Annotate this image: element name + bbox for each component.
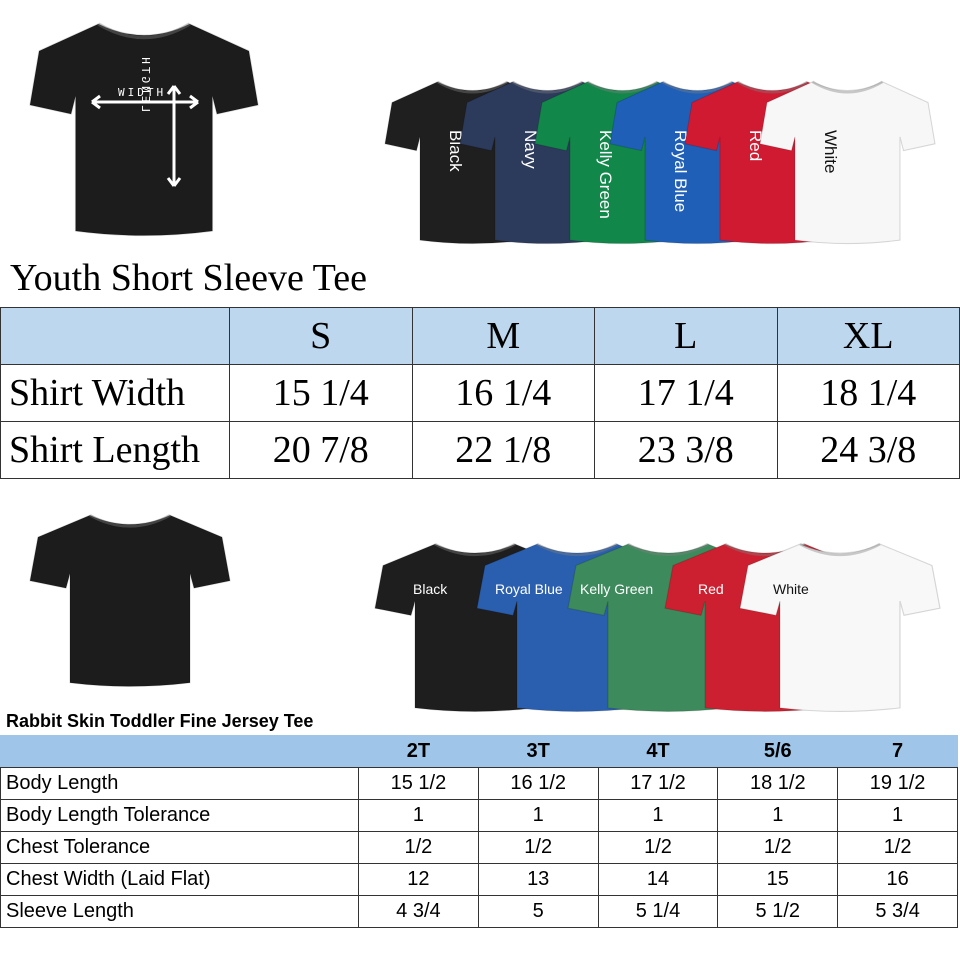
table-row: Chest Tolerance 1/2 1/2 1/2 1/2 1/2 <box>0 831 958 864</box>
table-row: Body Length 15 1/2 16 1/2 17 1/2 18 1/2 19 1/… <box>0 767 958 800</box>
table-cell: 1 <box>597 799 719 832</box>
size-header: XL <box>776 307 960 365</box>
table-cell: 16 1/2 <box>477 767 599 800</box>
size-header: M <box>411 307 595 365</box>
table-cell: 1 <box>477 799 599 832</box>
table-cell: 17 1/2 <box>597 767 719 800</box>
size-header: 5/6 <box>717 735 839 768</box>
color-label: Black <box>413 581 448 597</box>
youth-size-table: S M L XL Shirt Width 15 1/4 16 1/4 17 1/4 18 1/4… <box>0 307 960 479</box>
table-cell: 18 1/4 <box>776 364 960 422</box>
width-label: WIDTH <box>118 86 167 99</box>
toddler-table-title: Rabbit Skin Toddler Fine Jersey Tee <box>6 711 314 731</box>
size-header: L <box>594 307 778 365</box>
table-header-row: 2T 3T 4T 5/6 7 <box>0 735 958 768</box>
color-label: Red <box>698 581 724 597</box>
color-label: White <box>821 130 840 174</box>
table-cell: 23 3/8 <box>594 421 778 479</box>
table-row: Shirt Width 15 1/4 16 1/4 17 1/4 18 1/4 <box>0 364 960 422</box>
table-cell: 15 1/4 <box>229 364 413 422</box>
measurement-shirt-icon <box>29 22 259 237</box>
size-header: 2T <box>358 735 479 768</box>
table-cell: 1/2 <box>717 831 839 864</box>
table-cell: 5 1/2 <box>717 895 839 928</box>
table-row: Chest Width (Laid Flat) 12 13 14 15 16 <box>0 863 958 896</box>
size-header: 3T <box>477 735 599 768</box>
color-label: Royal Blue <box>495 581 563 597</box>
header-empty-cell <box>0 735 359 768</box>
table-cell: 1 <box>717 799 839 832</box>
color-shirt-white <box>739 542 941 712</box>
table-cell: 16 <box>837 863 958 896</box>
table-cell: 22 1/8 <box>411 421 595 479</box>
table-header-row: S M L XL <box>0 307 960 365</box>
table-cell: 4 3/4 <box>358 895 479 928</box>
color-label: Kelly Green <box>580 581 654 597</box>
table-cell: 5 <box>477 895 599 928</box>
table-cell: 19 1/2 <box>837 767 958 800</box>
measure-arrows-icon <box>91 85 199 187</box>
table-cell: 16 1/4 <box>411 364 595 422</box>
table-row: Shirt Length 20 7/8 22 1/8 23 3/8 24 3/8 <box>0 421 960 479</box>
size-header: 4T <box>597 735 719 768</box>
plain-shirt-icon <box>29 514 231 687</box>
table-cell: 14 <box>597 863 719 896</box>
table-cell: 18 1/2 <box>717 767 839 800</box>
table-cell: 12 <box>358 863 479 896</box>
table-cell: 17 1/4 <box>594 364 778 422</box>
size-header: 7 <box>837 735 958 768</box>
youth-table-title: Youth Short Sleeve Tee <box>10 257 367 299</box>
row-label: Chest Tolerance <box>0 831 359 864</box>
size-header: S <box>229 307 413 365</box>
table-cell: 1 <box>837 799 958 832</box>
header-empty-cell <box>0 307 230 365</box>
table-cell: 24 3/8 <box>776 421 960 479</box>
row-label: Shirt Width <box>0 364 230 422</box>
table-cell: 5 3/4 <box>837 895 958 928</box>
table-row: Sleeve Length 4 3/4 5 5 1/4 5 1/2 5 3/4 <box>0 895 958 928</box>
color-label: White <box>773 581 809 597</box>
table-cell: 5 1/4 <box>597 895 719 928</box>
length-label: LENGTH <box>139 54 152 112</box>
table-cell: 15 <box>717 863 839 896</box>
table-cell: 1/2 <box>837 831 958 864</box>
color-shirt-white <box>759 80 936 245</box>
table-cell: 13 <box>477 863 599 896</box>
table-cell: 20 7/8 <box>229 421 413 479</box>
row-label: Shirt Length <box>0 421 230 479</box>
table-cell: 1/2 <box>597 831 719 864</box>
row-label: Sleeve Length <box>0 895 359 928</box>
row-label: Body Length Tolerance <box>0 799 359 832</box>
table-cell: 1 <box>358 799 479 832</box>
row-label: Body Length <box>0 767 359 800</box>
row-label: Chest Width (Laid Flat) <box>0 863 359 896</box>
toddler-size-table: 2T 3T 4T 5/6 7 Body Length 15 1/2 16 1/2 17 1/2 1… <box>0 735 958 928</box>
table-row: Body Length Tolerance 1 1 1 1 1 <box>0 799 958 832</box>
table-cell: 1/2 <box>477 831 599 864</box>
table-cell: 1/2 <box>358 831 479 864</box>
table-cell: 15 1/2 <box>358 767 479 800</box>
